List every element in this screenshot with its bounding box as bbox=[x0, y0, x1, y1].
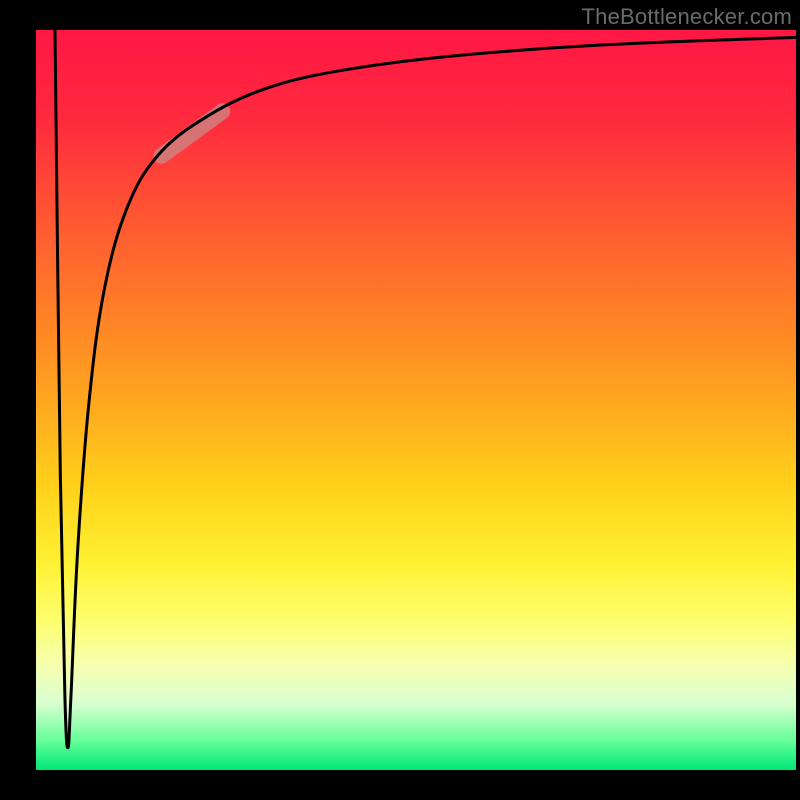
chart-container: TheBottlenecker.com bbox=[0, 0, 800, 800]
bottleneck-curve bbox=[55, 30, 796, 748]
curve-highlight-segment bbox=[161, 111, 222, 155]
curve-layer bbox=[36, 30, 796, 770]
plot-area bbox=[36, 30, 796, 770]
watermark-text: TheBottlenecker.com bbox=[582, 4, 792, 30]
